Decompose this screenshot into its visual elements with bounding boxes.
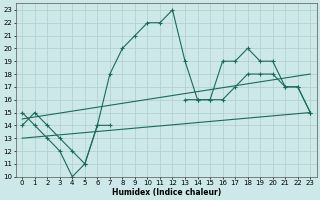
X-axis label: Humidex (Indice chaleur): Humidex (Indice chaleur): [112, 188, 221, 197]
